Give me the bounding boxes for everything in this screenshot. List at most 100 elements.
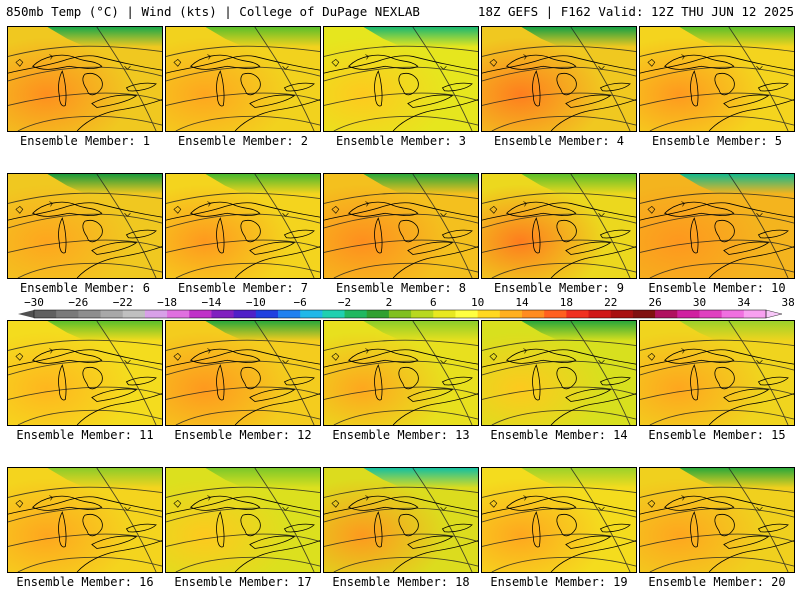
colorbar-tick-label: 6 bbox=[429, 296, 437, 309]
temperature-colorbar: −30 −26 −22 −18 −14 −10 −6 −2 2 6 10 14 18 22 26 30 34 38… bbox=[0, 296, 800, 322]
temperature-map bbox=[640, 468, 794, 572]
ensemble-member-label: Ensemble Member: 20 bbox=[648, 575, 786, 589]
temperature-map bbox=[166, 27, 320, 131]
temperature-map bbox=[640, 174, 794, 278]
ensemble-member-map bbox=[7, 320, 163, 426]
ensemble-member-map bbox=[7, 467, 163, 573]
ensemble-member-label: Ensemble Member: 6 bbox=[19, 281, 151, 295]
colorbar-swatch bbox=[388, 310, 412, 318]
colorbar-swatch bbox=[56, 310, 79, 318]
colorbar-swatch bbox=[100, 310, 124, 318]
ensemble-member-label: Ensemble Member: 16 bbox=[16, 575, 154, 589]
colorbar-tick-label: −10 bbox=[245, 296, 266, 309]
temperature-map bbox=[324, 174, 478, 278]
ensemble-member-map bbox=[165, 26, 321, 132]
colorbar-swatch bbox=[610, 310, 634, 318]
temperature-map bbox=[482, 468, 636, 572]
colorbar-tick-label: 34 bbox=[737, 296, 751, 309]
ensemble-member-map bbox=[481, 26, 637, 132]
colorbar-swatch bbox=[78, 310, 102, 318]
temperature-map bbox=[8, 321, 162, 425]
colorbar-swatch bbox=[588, 310, 612, 318]
ensemble-member-map bbox=[639, 320, 795, 426]
ensemble-member-map bbox=[7, 173, 163, 279]
colorbar-tick-label: −22 bbox=[112, 296, 133, 309]
ensemble-member-map bbox=[639, 467, 795, 573]
temperature-map bbox=[8, 174, 162, 278]
ensemble-member-label: Ensemble Member: 9 bbox=[493, 281, 625, 295]
ensemble-member-map bbox=[165, 320, 321, 426]
colorbar-swatch bbox=[366, 310, 390, 318]
colorbar-tick-label: −30 bbox=[24, 296, 44, 309]
ensemble-member-label: Ensemble Member: 7 bbox=[177, 281, 309, 295]
colorbar-swatch bbox=[211, 310, 235, 318]
colorbar-swatch bbox=[721, 310, 745, 318]
ensemble-member-map bbox=[639, 26, 795, 132]
colorbar-tick-label: 2 bbox=[385, 296, 393, 309]
ensemble-member-map bbox=[481, 467, 637, 573]
colorbar-swatch bbox=[255, 310, 279, 318]
temperature-map bbox=[324, 468, 478, 572]
temperature-map bbox=[166, 174, 320, 278]
ensemble-member-map bbox=[323, 173, 479, 279]
ensemble-member-label: Ensemble Member: 1 bbox=[19, 134, 151, 148]
ensemble-member-map bbox=[639, 173, 795, 279]
colorbar-swatch bbox=[278, 310, 301, 318]
ensemble-member-map bbox=[323, 467, 479, 573]
colorbar-swatch bbox=[522, 310, 545, 318]
ensemble-member-map bbox=[323, 320, 479, 426]
colorbar-swatch bbox=[167, 310, 190, 318]
ensemble-member-label: Ensemble Member: 3 bbox=[335, 134, 467, 148]
ensemble-member-label: Ensemble Member: 4 bbox=[493, 134, 625, 148]
ensemble-member-label: Ensemble Member: 2 bbox=[177, 134, 309, 148]
colorbar-swatch bbox=[322, 310, 346, 318]
temperature-map bbox=[640, 27, 794, 131]
run-valid-time: 18Z GEFS | F162 Valid: 12Z THU JUN 12 20… bbox=[477, 4, 794, 19]
temperature-map bbox=[482, 321, 636, 425]
colorbar-swatch bbox=[455, 310, 479, 318]
ensemble-member-label: Ensemble Member: 5 bbox=[651, 134, 783, 148]
temperature-map bbox=[482, 174, 636, 278]
colorbar-border bbox=[33, 309, 767, 319]
colorbar-swatch bbox=[743, 310, 767, 318]
colorbar-swatch bbox=[655, 310, 678, 318]
temperature-map bbox=[640, 321, 794, 425]
colorbar-swatches bbox=[18, 309, 783, 319]
colorbar-swatch bbox=[144, 310, 168, 318]
colorbar-low-arrow bbox=[18, 310, 34, 318]
colorbar-swatch bbox=[433, 310, 456, 318]
ensemble-member-map bbox=[165, 173, 321, 279]
colorbar-swatch bbox=[122, 310, 146, 318]
ensemble-member-label: Ensemble Member: 12 bbox=[174, 428, 312, 442]
ensemble-member-map bbox=[481, 320, 637, 426]
ensemble-member-map bbox=[165, 467, 321, 573]
colorbar-swatch bbox=[566, 310, 590, 318]
colorbar-tick-label: 30 bbox=[692, 296, 707, 309]
temperature-map bbox=[324, 321, 478, 425]
colorbar-tick-label: 18 bbox=[559, 296, 573, 309]
chart-title: 850mb Temp (°C) | Wind (kts) | College o… bbox=[6, 4, 420, 19]
ensemble-member-label: Ensemble Member: 13 bbox=[332, 428, 470, 442]
ensemble-member-label: Ensemble Member: 15 bbox=[648, 428, 786, 442]
colorbar-tick-label: −2 bbox=[337, 296, 352, 309]
colorbar-tick-label: −6 bbox=[293, 296, 307, 309]
temperature-map bbox=[8, 468, 162, 572]
colorbar-swatch bbox=[699, 310, 723, 318]
colorbar-swatch bbox=[300, 310, 323, 318]
temperature-map bbox=[166, 468, 320, 572]
colorbar-tick-label: −18 bbox=[157, 296, 178, 309]
temperature-map bbox=[324, 27, 478, 131]
ensemble-member-label: Ensemble Member: 10 bbox=[648, 281, 786, 295]
colorbar-high-arrow bbox=[765, 309, 783, 319]
ensemble-member-map bbox=[323, 26, 479, 132]
colorbar-swatch bbox=[499, 310, 523, 318]
ensemble-member-label: Ensemble Member: 17 bbox=[174, 575, 312, 589]
colorbar-swatch bbox=[233, 310, 257, 318]
colorbar-tick-label: −14 bbox=[201, 296, 222, 309]
ensemble-member-label: Ensemble Member: 19 bbox=[490, 575, 628, 589]
ensemble-member-label: Ensemble Member: 14 bbox=[490, 428, 628, 442]
colorbar-swatch bbox=[34, 310, 57, 318]
colorbar-tick-label: −26 bbox=[68, 296, 89, 309]
colorbar-tick-label: 22 bbox=[604, 296, 618, 309]
temperature-map bbox=[166, 321, 320, 425]
